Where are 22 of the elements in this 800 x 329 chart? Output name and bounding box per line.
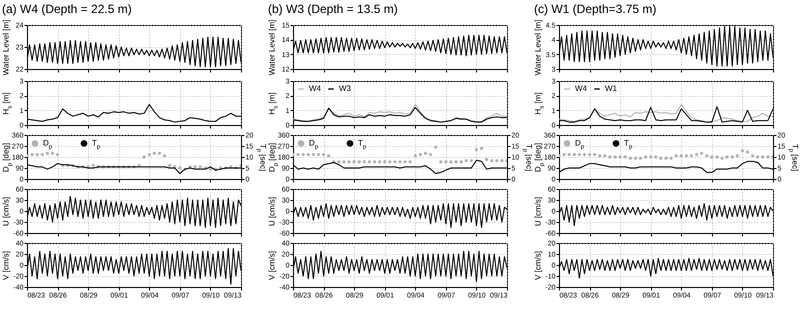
legend-label: D$_{p}$	[309, 138, 319, 150]
legend-label: D$_{p}$	[43, 138, 53, 150]
y-axis-title: Water Level [m]	[534, 20, 542, 76]
y-axis-title: Water Level [m]	[268, 20, 276, 76]
chart-title: (c) W1 (Depth=3.75 m)	[534, 2, 656, 16]
y-axis-title: U [cm/s]	[2, 196, 10, 226]
y-axis-title: V [cm/s]	[2, 251, 10, 280]
legend-label: W1	[605, 84, 618, 93]
legend-label: W3	[339, 84, 352, 93]
legend-label: T$_{p}$	[624, 138, 633, 150]
y-axis-title: Water Level [m]	[2, 20, 10, 76]
y-axis-title: U [cm/s]	[534, 196, 542, 226]
chart-title: (b) W3 (Depth = 13.5 m)	[268, 2, 398, 16]
legend-label: W4	[309, 84, 322, 93]
legend-label: D$_{p}$	[575, 138, 585, 150]
legend-label: T$_{p}$	[358, 138, 367, 150]
legend-label: W4	[575, 84, 588, 93]
chart-title: (a) W4 (Depth = 22.5 m)	[2, 2, 132, 16]
legend-label: T$_{p}$	[92, 138, 101, 150]
y-axis-title: V [cm/s]	[268, 251, 276, 280]
y-axis-title: V [cm/s]	[534, 251, 542, 280]
y-axis-title: U [cm/s]	[268, 196, 276, 226]
